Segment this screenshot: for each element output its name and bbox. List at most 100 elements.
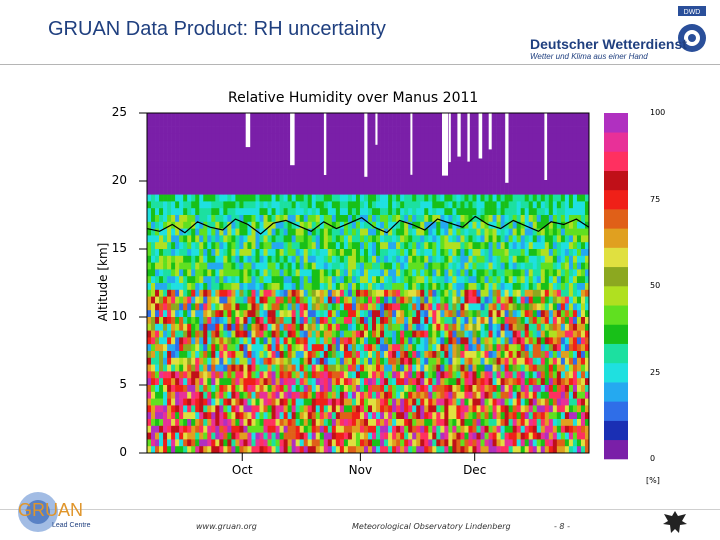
heatmap-cell bbox=[448, 262, 453, 270]
heatmap-cell bbox=[500, 140, 505, 148]
heatmap-cell bbox=[456, 201, 461, 209]
heatmap-cell bbox=[223, 357, 228, 365]
heatmap-cell bbox=[540, 208, 546, 216]
heatmap-cell bbox=[243, 391, 248, 399]
heatmap-cell bbox=[540, 276, 546, 284]
heatmap-cell bbox=[512, 351, 517, 359]
heatmap-cell bbox=[283, 235, 288, 243]
heatmap-cell bbox=[163, 357, 168, 365]
heatmap-cell bbox=[243, 235, 248, 243]
heatmap-cell bbox=[319, 242, 325, 250]
heatmap-cell bbox=[263, 310, 268, 318]
heatmap-cell bbox=[255, 153, 260, 161]
heatmap-cell bbox=[484, 153, 489, 161]
heatmap-cell bbox=[400, 405, 405, 413]
heatmap-cell bbox=[520, 269, 526, 277]
heatmap-cell bbox=[520, 344, 526, 352]
heatmap-cell bbox=[372, 391, 377, 399]
heatmap-cell bbox=[187, 133, 192, 141]
heatmap-cell bbox=[416, 310, 421, 318]
heatmap-cell bbox=[191, 181, 196, 189]
heatmap-cell bbox=[496, 276, 501, 284]
heatmap-cell bbox=[376, 276, 381, 284]
heatmap-cell bbox=[436, 201, 441, 209]
heatmap-cell bbox=[412, 344, 417, 352]
heatmap-cell bbox=[331, 215, 337, 223]
heatmap-cell bbox=[384, 303, 389, 311]
heatmap-cell bbox=[516, 337, 521, 345]
heatmap-cell bbox=[392, 167, 397, 175]
heatmap-cell bbox=[179, 425, 184, 433]
heatmap-cell bbox=[207, 330, 212, 338]
heatmap-cell bbox=[159, 249, 164, 257]
heatmap-cell bbox=[528, 160, 534, 168]
heatmap-cell bbox=[271, 303, 276, 311]
heatmap-cell bbox=[227, 133, 232, 141]
heatmap-cell bbox=[436, 187, 441, 195]
heatmap-cell bbox=[303, 113, 309, 121]
heatmap-cell bbox=[223, 364, 228, 372]
heatmap-cell bbox=[408, 194, 413, 202]
heatmap-cell bbox=[420, 194, 425, 202]
heatmap-cell bbox=[544, 249, 550, 257]
heatmap-cell bbox=[147, 119, 152, 127]
heatmap-cell bbox=[295, 140, 300, 148]
heatmap-cell bbox=[420, 289, 425, 297]
heatmap-cell bbox=[476, 385, 481, 393]
heatmap-cell bbox=[195, 364, 200, 372]
heatmap-cell bbox=[404, 208, 409, 216]
heatmap-cell bbox=[488, 235, 493, 243]
heatmap-cell bbox=[235, 323, 240, 331]
heatmap-cell bbox=[500, 208, 505, 216]
heatmap-cell bbox=[339, 357, 345, 365]
heatmap-cell bbox=[432, 330, 437, 338]
heatmap-cell bbox=[488, 167, 493, 175]
heatmap-cell bbox=[203, 317, 208, 325]
heatmap-cell bbox=[163, 344, 168, 352]
heatmap-cell bbox=[275, 228, 280, 236]
heatmap-cell bbox=[239, 208, 244, 216]
heatmap-cell bbox=[456, 337, 461, 345]
heatmap-cell bbox=[388, 419, 393, 427]
heatmap-cell bbox=[215, 133, 220, 141]
heatmap-cell bbox=[396, 317, 401, 325]
heatmap-cell bbox=[335, 276, 341, 284]
heatmap-cell bbox=[167, 351, 172, 359]
heatmap-cell bbox=[416, 153, 421, 161]
heatmap-cell bbox=[404, 310, 409, 318]
heatmap-cell bbox=[343, 201, 349, 209]
heatmap-cell bbox=[163, 419, 168, 427]
heatmap-cell bbox=[384, 371, 389, 379]
heatmap-cell bbox=[227, 181, 232, 189]
heatmap-cell bbox=[331, 385, 337, 393]
heatmap-cell bbox=[315, 357, 321, 365]
heatmap-cell bbox=[235, 364, 240, 372]
heatmap-cell bbox=[420, 174, 425, 182]
heatmap-cell bbox=[215, 269, 220, 277]
heatmap-cell bbox=[496, 323, 501, 331]
heatmap-cell bbox=[179, 126, 184, 134]
heatmap-cell bbox=[171, 187, 176, 195]
heatmap-cell bbox=[295, 255, 300, 263]
heatmap-cell bbox=[215, 425, 220, 433]
heatmap-cell bbox=[512, 303, 517, 311]
heatmap-cell bbox=[235, 262, 240, 270]
heatmap-cell bbox=[163, 391, 168, 399]
heatmap-cell bbox=[536, 432, 542, 440]
heatmap-cell bbox=[480, 269, 485, 277]
heatmap-cell bbox=[355, 432, 361, 440]
heatmap-cell bbox=[492, 289, 497, 297]
heatmap-cell bbox=[428, 153, 433, 161]
heatmap-cell bbox=[171, 242, 176, 250]
heatmap-cell bbox=[175, 126, 180, 134]
heatmap-cell bbox=[408, 425, 413, 433]
heatmap-cell bbox=[163, 133, 168, 141]
heatmap-cell bbox=[484, 317, 489, 325]
heatmap-cell bbox=[512, 249, 517, 257]
heatmap-cell bbox=[339, 119, 345, 127]
heatmap-cell bbox=[476, 289, 481, 297]
heatmap-cell bbox=[476, 364, 481, 372]
heatmap-cell bbox=[179, 344, 184, 352]
heatmap-cell bbox=[359, 330, 365, 338]
heatmap-cell bbox=[416, 249, 421, 257]
